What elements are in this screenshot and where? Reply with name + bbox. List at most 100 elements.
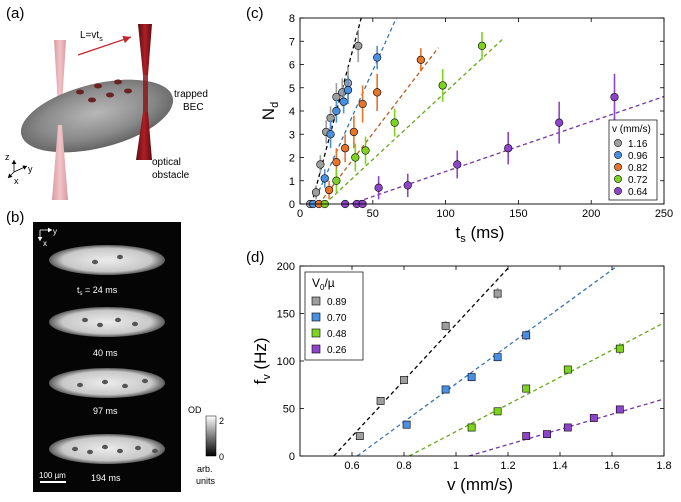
- data-point: [339, 97, 348, 106]
- data-point: [351, 153, 360, 162]
- data-point: [493, 289, 502, 298]
- legend-marker: [311, 344, 321, 354]
- panel-c-label: (c): [246, 5, 264, 22]
- legend-marker: [311, 312, 321, 322]
- legend-label: 0.64: [628, 187, 648, 198]
- vortex-core: [72, 446, 78, 452]
- bec-label-2: BEC: [183, 102, 204, 113]
- legend-label: 0.89: [327, 297, 347, 308]
- vortex-core: [135, 445, 141, 451]
- data-point: [493, 353, 502, 362]
- vortex-core: [92, 259, 98, 265]
- data-point: [343, 85, 353, 95]
- legend-marker: [614, 139, 622, 147]
- vortex-core: [132, 321, 138, 327]
- x-tick-label: 150: [509, 208, 527, 220]
- data-point: [522, 384, 531, 393]
- pink-beam-lower: [52, 125, 68, 200]
- legend-marker: [311, 296, 321, 306]
- colorbar: [205, 415, 217, 457]
- series-0.70: [402, 330, 531, 429]
- legend-label: 0.96: [628, 151, 648, 162]
- legend-label: 0.72: [628, 175, 648, 186]
- cloud-frame-2: [49, 307, 165, 337]
- red-beam-lower: [136, 112, 152, 160]
- legend-title: V0/µ: [312, 276, 335, 292]
- chart-d: 0.6 0.8 1 1.2 1.4 1.6 1.8 0 50 100 150 200 v (mm/s) f…: [251, 261, 672, 494]
- data-point: [354, 41, 363, 51]
- data-point: [441, 385, 450, 394]
- y-tick-label: 1: [289, 176, 295, 188]
- data-point: [341, 144, 350, 153]
- vortex-core: [97, 322, 103, 328]
- x-tick-label: 0.8: [396, 460, 411, 472]
- colorbar-title: OD: [188, 405, 202, 415]
- red-beam-upper: [138, 24, 152, 75]
- data-point: [543, 430, 551, 439]
- panel-a: (a) L=vts trapped BEC optical obstacle: [5, 5, 208, 200]
- y-tick-label: 200: [277, 261, 295, 273]
- data-point: [332, 176, 341, 185]
- legend-title: v (mm/s): [612, 124, 651, 135]
- vortex-core: [142, 378, 148, 384]
- data-point: [332, 106, 341, 116]
- x-tick-label: 0: [297, 208, 303, 220]
- x-tick-label: 1.2: [500, 460, 515, 472]
- y-tick-label: 3: [289, 129, 295, 141]
- fit-line-0.72: [324, 37, 505, 204]
- x-tick-label: 100: [436, 208, 454, 220]
- legend-box: [608, 119, 658, 201]
- vortex-core: [122, 383, 128, 389]
- frame-1-time: ts = 24 ms: [77, 285, 118, 297]
- data-point: [400, 376, 408, 384]
- legend: v (mm/s) 1.160.960.820.720.64: [608, 119, 658, 201]
- legend-label: 0.48: [327, 329, 347, 340]
- legend-label: 0.82: [628, 163, 648, 174]
- y-tick-label: 7: [289, 36, 295, 48]
- vortex-core: [117, 254, 123, 260]
- data-point: [311, 188, 321, 197]
- data-point: [522, 331, 531, 340]
- y-tick-label: 6: [289, 60, 295, 72]
- vortex-core: [117, 448, 123, 454]
- x-tick-label: 50: [367, 208, 379, 220]
- colorbar-max: 2: [219, 416, 224, 426]
- legend-marker: [614, 187, 622, 195]
- vortex-core: [77, 382, 83, 388]
- vortex-core: [115, 317, 121, 323]
- y-tick-label: 100: [277, 356, 295, 368]
- length-label: L=vts: [80, 30, 103, 43]
- data-point: [441, 321, 450, 330]
- series-0.64: [341, 73, 619, 209]
- bec-label-1: trapped: [174, 89, 208, 100]
- data-point: [563, 365, 572, 374]
- x-tick-label: 1.6: [604, 460, 619, 472]
- frame-2-time: 40 ms: [93, 348, 118, 358]
- image-axes: y x: [37, 227, 57, 248]
- y-axis-label: fv (Hz): [251, 337, 273, 384]
- legend-marker: [614, 151, 622, 159]
- data-point: [493, 407, 502, 416]
- data-point: [373, 53, 382, 62]
- panel-a-label: (a): [6, 5, 24, 22]
- x-axis-label: ts (ms): [456, 223, 505, 245]
- data-point: [504, 144, 513, 153]
- legend: V0/µ 0.89 0.70 0.48 0.26: [304, 271, 364, 361]
- data-point: [563, 423, 572, 432]
- data-point: [453, 160, 462, 169]
- data-point: [349, 127, 358, 137]
- x-tick-label: 250: [655, 208, 673, 220]
- svg-text:x: x: [43, 239, 47, 248]
- x-tick-label: 0.6: [344, 460, 359, 472]
- vortex-core: [102, 379, 108, 385]
- data-point: [326, 130, 335, 139]
- obstacle-label-2: obstacle: [152, 170, 190, 181]
- legend-marker: [614, 175, 622, 183]
- data-point: [325, 185, 334, 195]
- frame-4-time: 194 ms: [91, 473, 121, 483]
- legend-label: 0.26: [327, 345, 347, 356]
- vortex-core: [152, 448, 158, 454]
- colorbar-min: 0: [219, 452, 224, 462]
- y-tick-label: 4: [289, 106, 295, 118]
